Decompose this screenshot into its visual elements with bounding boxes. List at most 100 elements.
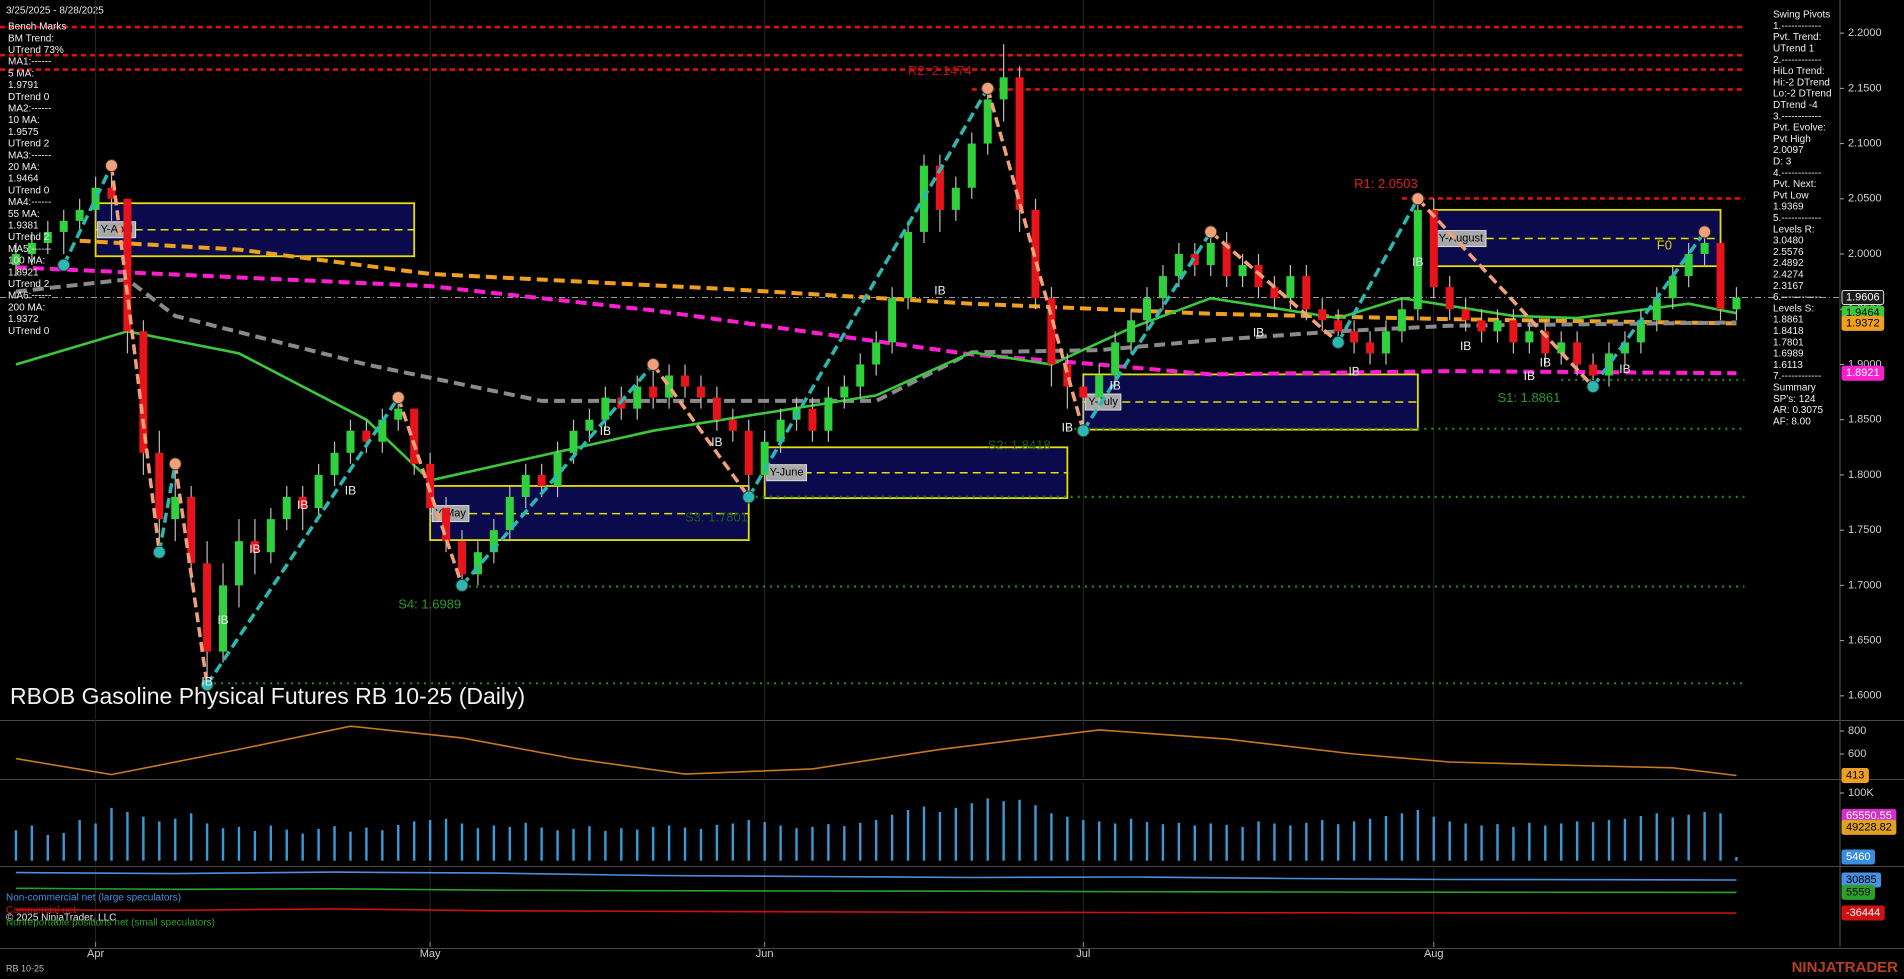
volume-bar xyxy=(763,822,766,861)
volume-bar xyxy=(1034,805,1037,861)
candle-body xyxy=(489,530,498,553)
volume-bar xyxy=(620,828,623,861)
candle-body xyxy=(473,552,482,575)
candle-body xyxy=(569,430,578,453)
volume-bar xyxy=(1512,826,1515,861)
candle-body xyxy=(585,419,594,431)
volume-bar xyxy=(683,827,687,861)
volume-bar xyxy=(954,807,958,861)
volume-bar xyxy=(301,833,304,861)
level-label: F0 xyxy=(1657,238,1672,253)
candle-body xyxy=(410,408,419,464)
candle-body xyxy=(346,430,355,453)
candle-body xyxy=(505,497,514,531)
y-tick-label: 1.6500 xyxy=(1848,634,1882,646)
candle-body xyxy=(1573,342,1582,365)
volume-bar xyxy=(540,827,543,861)
swing-pivot-info: Pvt. Next: xyxy=(1773,179,1816,190)
inside-bar-label: IB xyxy=(1253,326,1264,340)
volume-bar xyxy=(1575,821,1579,861)
candle-body xyxy=(649,386,658,398)
candle-body xyxy=(935,165,944,210)
level-label: S4: 1.6989 xyxy=(398,597,461,612)
swing-pivot-info: AR: 0.3075 xyxy=(1773,405,1823,416)
inside-bar-label: IB xyxy=(1619,362,1630,376)
swing-pivot xyxy=(152,545,166,559)
volume-bar xyxy=(938,811,942,861)
y-tick-label: 2.0500 xyxy=(1848,193,1882,205)
inside-bar-label: IB xyxy=(600,424,611,438)
inside-bar-label: IB xyxy=(1348,364,1359,378)
candle-body xyxy=(234,541,243,586)
swing-line xyxy=(1591,230,1707,388)
volume-bar xyxy=(524,822,527,861)
swing-pivot-info: 2.5576 xyxy=(1773,247,1804,258)
volume-bar xyxy=(1464,823,1467,861)
volume-bar xyxy=(874,820,878,861)
swing-pivot-info: Pvt Low xyxy=(1773,190,1809,201)
candle-body xyxy=(728,419,737,431)
level-label: R2: 2.1474 xyxy=(908,63,972,78)
volume-bar xyxy=(381,830,384,861)
candle-body xyxy=(1079,386,1088,398)
indicator-line xyxy=(15,887,1737,894)
candle-body xyxy=(1350,331,1359,343)
volume-bar xyxy=(604,830,607,861)
swing-pivot xyxy=(981,81,995,95)
volume-bar xyxy=(859,822,862,861)
volume-bar xyxy=(731,823,735,861)
candle-body xyxy=(1620,342,1629,354)
volume-bar xyxy=(1528,822,1531,861)
candle-body xyxy=(1254,265,1263,288)
swing-pivot xyxy=(1698,225,1712,239)
volume-bar xyxy=(412,821,416,861)
volume-bar xyxy=(253,830,257,861)
benchmark-line: 1.9381 xyxy=(8,221,39,232)
volume-bar xyxy=(444,818,448,861)
candle-body xyxy=(394,408,403,420)
volume-bar xyxy=(970,803,973,861)
x-tick-label: May xyxy=(420,948,441,960)
candle-body xyxy=(298,497,307,509)
candle-body xyxy=(1509,320,1518,343)
volume-bar xyxy=(1002,801,1005,861)
swing-line xyxy=(173,463,209,686)
candle-body xyxy=(1158,276,1167,299)
volume-bar xyxy=(811,826,814,861)
x-tick-label: Aug xyxy=(1424,948,1444,960)
volume-bar xyxy=(1655,813,1658,861)
benchmark-line: MA4:------ xyxy=(8,197,51,208)
volume-bar xyxy=(1050,813,1053,861)
candle-body xyxy=(1652,298,1661,321)
volume-bar xyxy=(588,826,591,861)
volume-bar xyxy=(715,824,719,861)
candle-body xyxy=(712,397,721,420)
candle-body xyxy=(696,386,705,398)
candle-body xyxy=(553,452,562,486)
swing-pivot-info: AF: 8.00 xyxy=(1773,416,1811,427)
benchmark-line: MA1:------ xyxy=(8,57,51,68)
candle-body xyxy=(426,463,435,509)
candle-body xyxy=(1015,77,1024,210)
benchmark-line: 1.9372 xyxy=(8,314,39,325)
volume-bar xyxy=(1018,799,1021,861)
candle-body xyxy=(744,430,753,475)
swing-pivot-info: Lo:-2 DTrend xyxy=(1773,89,1832,100)
swing-pivot-info: 1.8418 xyxy=(1773,326,1804,337)
candle-body xyxy=(362,430,371,442)
benchmark-line: 100 MA: xyxy=(8,256,45,267)
y-tick-label: 2.1500 xyxy=(1848,82,1882,94)
swing-pivot-info: 1.9369 xyxy=(1773,202,1804,213)
swing-pivot-info: UTrend 1 xyxy=(1773,44,1815,55)
candle-body xyxy=(1716,242,1725,310)
volume-bar xyxy=(1209,823,1212,861)
candle-body xyxy=(521,474,530,498)
volume-bar xyxy=(94,823,97,861)
candle-body xyxy=(1541,331,1550,354)
swing-pivot xyxy=(391,391,405,405)
volume-bar xyxy=(1591,822,1595,861)
inside-bar-label: IB xyxy=(1109,379,1120,393)
volume-bar xyxy=(1687,814,1690,861)
candle-body xyxy=(983,99,992,144)
candle-body xyxy=(1668,276,1677,299)
